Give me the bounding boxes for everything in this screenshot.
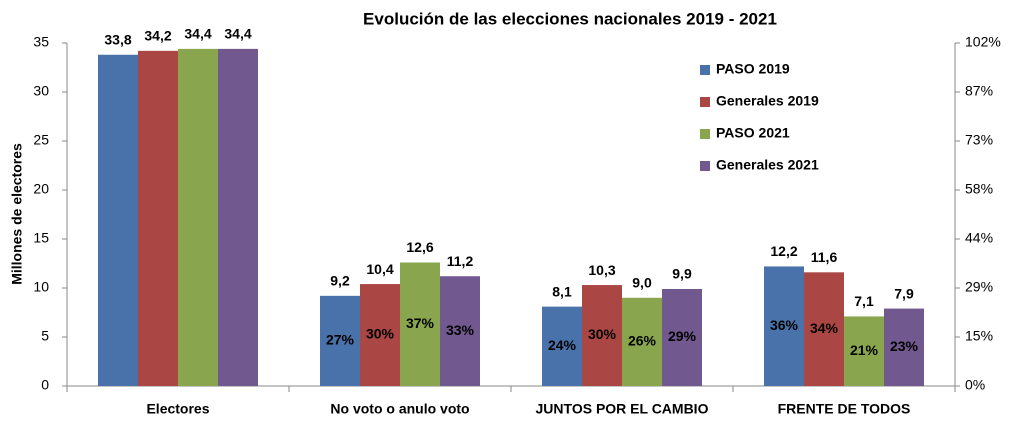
bar [662, 288, 702, 386]
y-tick-label: 5 [41, 328, 49, 344]
legend-label: Generales 2019 [716, 93, 819, 109]
bar [400, 262, 440, 386]
x-tick-label: JUNTOS POR EL CAMBIO [536, 401, 709, 417]
share-label: 24% [548, 337, 577, 353]
share-label: 37% [406, 315, 435, 331]
share-label: 29% [668, 328, 697, 344]
y-tick-label: 0 [41, 377, 49, 393]
y2-tick-label: 102% [965, 34, 1001, 50]
bar [542, 306, 582, 386]
share-label: 26% [628, 333, 657, 349]
legend-swatch [700, 129, 710, 139]
bar [622, 297, 662, 386]
y2-tick-label: 87% [965, 83, 993, 99]
y-tick-label: 35 [33, 34, 49, 50]
y2-tick-label: 44% [965, 230, 993, 246]
bar [764, 266, 804, 386]
legend-swatch [700, 65, 710, 75]
value-label: 9,0 [632, 275, 652, 291]
value-label: 12,6 [406, 239, 433, 255]
x-tick-label: Electores [146, 401, 209, 417]
bar [138, 50, 178, 387]
share-label: 30% [366, 326, 395, 342]
bar [804, 272, 844, 386]
value-label: 11,6 [811, 249, 838, 265]
share-label: 23% [890, 338, 919, 354]
value-label: 34,4 [184, 26, 211, 42]
x-tick-label: FRENTE DE TODOS [778, 401, 911, 417]
value-label: 10,4 [366, 261, 393, 277]
y-tick-label: 10 [33, 279, 49, 295]
bar [218, 48, 258, 386]
legend-swatch [700, 97, 710, 107]
legend-label: PASO 2019 [716, 61, 790, 77]
legend-label: PASO 2021 [716, 125, 790, 141]
bar [844, 316, 884, 386]
value-label: 12,2 [770, 243, 797, 259]
value-label: 34,2 [144, 28, 171, 44]
bar [440, 276, 480, 386]
value-label: 9,2 [330, 273, 350, 289]
value-label: 33,8 [104, 31, 131, 47]
bar [360, 284, 400, 386]
y2-tick-label: 15% [965, 328, 993, 344]
share-label: 36% [770, 317, 799, 333]
y2-tick-label: 0% [965, 377, 985, 393]
share-label: 33% [446, 322, 475, 338]
share-label: 27% [326, 332, 355, 348]
bar [884, 308, 924, 386]
value-label: 11,2 [447, 253, 474, 269]
chart-title: Evolución de las elecciones nacionales 2… [363, 9, 777, 28]
bar [178, 48, 218, 386]
value-label: 8,1 [552, 283, 572, 299]
bar [582, 285, 622, 386]
share-label: 21% [850, 342, 879, 358]
legend-swatch [700, 161, 710, 171]
share-label: 34% [810, 320, 839, 336]
value-label: 7,1 [854, 293, 874, 309]
y-tick-label: 15 [33, 230, 49, 246]
y-tick-label: 30 [33, 83, 49, 99]
value-label: 7,9 [894, 285, 914, 301]
bar [98, 54, 138, 386]
legend-label: Generales 2021 [716, 157, 819, 173]
y2-tick-label: 58% [965, 181, 993, 197]
value-label: 9,9 [672, 266, 692, 282]
bar [320, 295, 360, 386]
y-axis-label: Millones de electores [9, 143, 25, 285]
share-label: 30% [588, 326, 617, 342]
value-label: 10,3 [588, 262, 615, 278]
y-tick-label: 20 [33, 181, 49, 197]
x-tick-label: No voto o anulo voto [330, 401, 469, 417]
y2-tick-label: 29% [965, 279, 993, 295]
y-tick-label: 25 [33, 132, 49, 148]
value-label: 34,4 [224, 26, 251, 42]
y2-tick-label: 73% [965, 132, 993, 148]
